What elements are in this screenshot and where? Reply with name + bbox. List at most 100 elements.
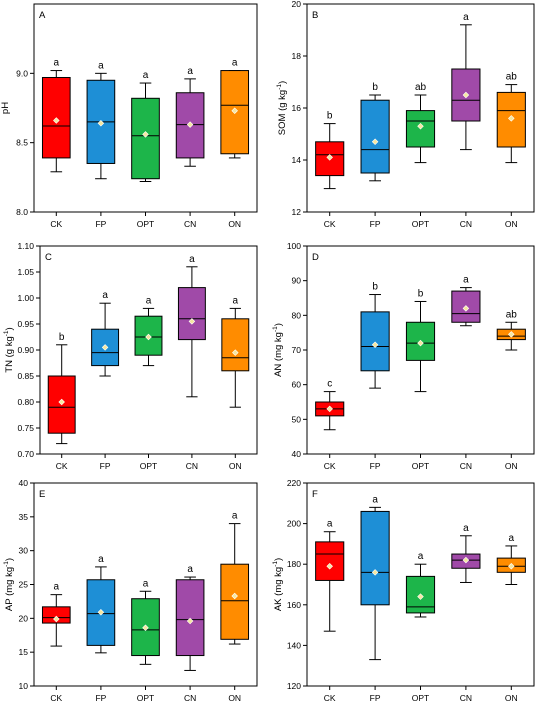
box-iqr	[360, 99, 390, 174]
y-axis-label: AP (mg kg-1)	[3, 558, 15, 611]
x-tick-label: OPT	[140, 461, 157, 471]
y-tick-label: 60	[292, 380, 302, 390]
box-CN: CN a	[177, 254, 206, 471]
x-tick-label: OPT	[412, 219, 429, 229]
significance-letter: a	[372, 494, 378, 505]
x-tick-label: ON	[229, 461, 242, 471]
y-tick-label: 20	[292, 0, 302, 9]
x-tick-label: CK	[56, 461, 68, 471]
panel-letter: B	[312, 10, 318, 21]
significance-letter: b	[418, 288, 424, 299]
y-tick-label: 80	[292, 310, 302, 320]
significance-letter: a	[232, 511, 238, 522]
significance-letter: a	[54, 582, 60, 593]
significance-letter: a	[102, 290, 108, 301]
x-tick-label: CN	[184, 219, 196, 229]
y-tick-label: 18	[292, 51, 302, 61]
mean-marker	[462, 91, 470, 99]
significance-letter: a	[187, 66, 193, 77]
x-tick-label: OPT	[137, 219, 154, 229]
significance-letter: a	[463, 523, 469, 534]
x-tick-label: ON	[228, 693, 241, 703]
significance-letter: b	[327, 111, 333, 122]
panel-letter: E	[39, 489, 45, 500]
y-tick-label: 220	[287, 478, 301, 488]
mean-marker	[508, 115, 515, 122]
mean-marker	[417, 593, 424, 600]
x-tick-label: CK	[50, 693, 62, 703]
box-iqr	[131, 97, 160, 180]
significance-letter: a	[143, 70, 149, 81]
x-tick-label: OPT	[412, 693, 429, 703]
y-tick-label: 0.95	[17, 319, 34, 329]
panel-E: E 10 15 20 25 30 35 40 AP (mg kg-1) CK a FP a OPT a CN a…	[3, 478, 258, 703]
y-tick-label: 0.75	[17, 423, 34, 433]
x-tick-label: ON	[505, 219, 518, 229]
mean-marker	[508, 331, 515, 338]
x-tick-label: FP	[95, 693, 106, 703]
mean-marker	[417, 339, 424, 347]
significance-letter: a	[187, 564, 193, 575]
box-FP: FP b	[360, 282, 390, 471]
mean-marker	[231, 107, 238, 115]
y-tick-label: 1.10	[17, 241, 34, 251]
box-ON: ON a	[221, 295, 250, 471]
y-tick-label: 35	[19, 512, 29, 522]
mean-marker	[53, 615, 60, 623]
significance-letter: a	[463, 275, 469, 286]
x-tick-label: CN	[184, 693, 196, 703]
significance-letter: a	[509, 533, 515, 544]
y-axis-label: pH	[0, 102, 11, 114]
y-tick-label: 0.80	[17, 397, 34, 407]
box-ON: ON a	[220, 511, 250, 703]
mean-marker	[232, 349, 239, 356]
mean-marker	[371, 341, 379, 349]
significance-letter: ab	[506, 72, 518, 83]
mean-marker	[142, 624, 149, 632]
box-ON: ON ab	[496, 72, 526, 229]
y-tick-label: 12	[292, 207, 302, 217]
x-tick-label: ON	[228, 219, 241, 229]
y-tick-label: 25	[19, 580, 29, 590]
x-tick-label: CK	[50, 219, 62, 229]
y-tick-label: 40	[19, 478, 29, 488]
y-tick-label: 40	[292, 449, 302, 459]
mean-marker	[417, 122, 424, 130]
y-tick-label: 70	[292, 345, 302, 355]
y-axis-label: SOM (g kg-1)	[276, 81, 288, 135]
box-OPT: OPT ab	[405, 82, 436, 229]
box-CK: CK b	[47, 332, 76, 471]
y-tick-label: 0.90	[17, 345, 34, 355]
significance-letter: a	[146, 295, 152, 306]
x-tick-label: OPT	[412, 461, 429, 471]
significance-letter: a	[233, 295, 239, 306]
box-CK: CK a	[41, 58, 71, 229]
significance-letter: ab	[506, 309, 518, 320]
box-iqr	[360, 311, 390, 372]
x-tick-label: CK	[324, 219, 336, 229]
box-CN: CN a	[451, 12, 481, 229]
panel-C: C 0.70 0.75 0.80 0.85 0.90 0.95 1.00 1.05 1.10 TN …	[3, 241, 258, 471]
significance-letter: b	[372, 282, 378, 293]
significance-letter: a	[98, 60, 104, 71]
x-tick-label: FP	[370, 461, 381, 471]
y-tick-label: 120	[287, 681, 301, 691]
box-OPT: OPT b	[405, 288, 436, 471]
mean-marker	[186, 121, 194, 128]
mean-marker	[186, 617, 194, 625]
y-tick-label: 30	[19, 546, 29, 556]
x-tick-label: ON	[505, 693, 518, 703]
box-OPT: OPT a	[131, 70, 160, 229]
mean-marker	[188, 318, 196, 325]
x-tick-label: FP	[100, 461, 111, 471]
x-tick-label: CK	[324, 461, 336, 471]
significance-letter: a	[327, 519, 333, 530]
mean-marker	[371, 569, 379, 576]
y-tick-label: 50	[292, 414, 302, 424]
significance-letter: ab	[415, 82, 427, 93]
mean-marker	[371, 138, 379, 146]
significance-letter: a	[463, 12, 469, 23]
y-tick-label: 14	[292, 155, 302, 165]
mean-marker	[326, 154, 333, 161]
x-tick-label: FP	[370, 693, 381, 703]
